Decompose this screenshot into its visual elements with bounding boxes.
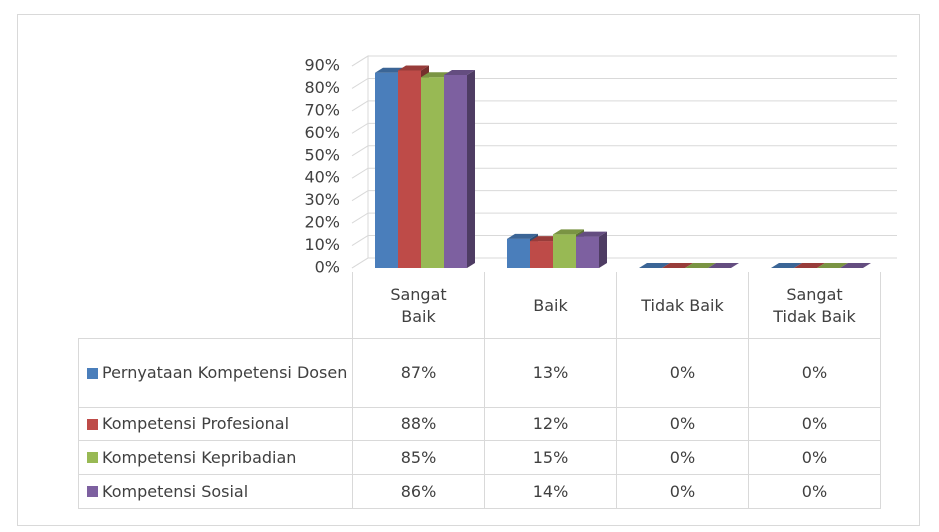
bar-face xyxy=(685,263,716,268)
bar-face xyxy=(794,263,825,268)
table-header: Baik xyxy=(484,272,617,339)
legend-key xyxy=(87,418,98,430)
bar-face xyxy=(662,263,693,268)
bar-face xyxy=(771,263,802,268)
chart-frame xyxy=(17,14,920,526)
legend-label: Kompetensi Kepribadian xyxy=(102,447,297,467)
grid-line xyxy=(351,122,897,134)
table-value: 87% xyxy=(352,338,485,408)
bar-face xyxy=(507,233,538,239)
bar xyxy=(444,69,475,268)
bar xyxy=(817,263,848,268)
y-tick-label: 80% xyxy=(304,78,340,97)
table-value: 0% xyxy=(748,474,881,509)
grid-line xyxy=(351,167,897,179)
y-tick-label: 90% xyxy=(304,56,340,75)
table-value: 0% xyxy=(748,440,881,475)
y-tick-label: 50% xyxy=(304,145,340,164)
bar-face xyxy=(553,234,576,268)
legend-entry: Kompetensi Kepribadian xyxy=(78,440,353,475)
bar-face xyxy=(530,241,553,268)
grid-line xyxy=(351,77,897,89)
legend-key xyxy=(87,367,98,379)
legend-entry: Kompetensi Profesional xyxy=(78,407,353,441)
legend-label: Pernyataan Kompetensi Dosen xyxy=(102,363,348,382)
bar-face xyxy=(553,229,584,235)
bar-face xyxy=(639,263,670,268)
table-header: Sangat Tidak Baik xyxy=(748,272,881,339)
bar-face xyxy=(840,263,871,268)
bar-face xyxy=(708,263,739,268)
bar-face xyxy=(444,69,475,75)
bar-face xyxy=(576,236,599,268)
bar xyxy=(662,263,693,268)
legend-label: Kompetensi Profesional xyxy=(102,414,290,433)
y-tick-label: 40% xyxy=(304,168,340,187)
y-tick-label: 60% xyxy=(304,123,340,142)
table-value: 0% xyxy=(616,474,749,509)
table-header: Sangat Baik xyxy=(352,272,485,339)
bar-face xyxy=(599,231,607,268)
table-value: 14% xyxy=(484,474,617,509)
table-header: Tidak Baik xyxy=(616,272,749,339)
bar-face xyxy=(375,72,398,268)
grid-line xyxy=(351,212,897,224)
bar-face xyxy=(576,231,607,237)
grid-line xyxy=(351,145,897,157)
bar-face xyxy=(444,74,467,268)
bar-face xyxy=(817,263,848,268)
y-tick-label: 10% xyxy=(304,235,340,254)
table-value: 0% xyxy=(616,338,749,408)
y-tick-label: 30% xyxy=(304,190,340,209)
bar xyxy=(840,263,871,268)
bar xyxy=(771,263,802,268)
side-wall xyxy=(351,55,369,269)
bar-face xyxy=(507,238,530,268)
bar-face xyxy=(398,65,429,71)
table-value: 0% xyxy=(616,440,749,475)
legend-entry: Pernyataan Kompetensi Dosen xyxy=(78,338,353,408)
grid-line xyxy=(351,100,897,112)
table-value: 85% xyxy=(352,440,485,475)
grid-line xyxy=(351,257,897,269)
table-value: 0% xyxy=(748,407,881,441)
table-value: 12% xyxy=(484,407,617,441)
table-value: 0% xyxy=(616,407,749,441)
legend-label: Kompetensi Sosial xyxy=(102,481,249,501)
bar xyxy=(576,231,607,268)
table-value: 15% xyxy=(484,440,617,475)
grid-line xyxy=(351,190,897,202)
table-value: 86% xyxy=(352,474,485,509)
grid-line xyxy=(351,235,897,246)
bar-face xyxy=(421,77,444,268)
bar xyxy=(685,263,716,268)
bar-face xyxy=(398,70,421,268)
table-value: 88% xyxy=(352,407,485,441)
bar xyxy=(639,263,670,268)
legend-key xyxy=(87,452,98,463)
y-tick-label: 0% xyxy=(315,258,340,277)
table-value: 0% xyxy=(748,338,881,408)
bar-face xyxy=(467,69,475,268)
legend-key xyxy=(87,486,98,497)
bar xyxy=(708,263,739,268)
bar xyxy=(794,263,825,268)
grid-line xyxy=(351,55,897,67)
y-tick-label: 70% xyxy=(304,100,340,119)
legend-entry: Kompetensi Sosial xyxy=(78,474,353,509)
y-tick-label: 20% xyxy=(304,213,340,232)
table-value: 13% xyxy=(484,338,617,408)
